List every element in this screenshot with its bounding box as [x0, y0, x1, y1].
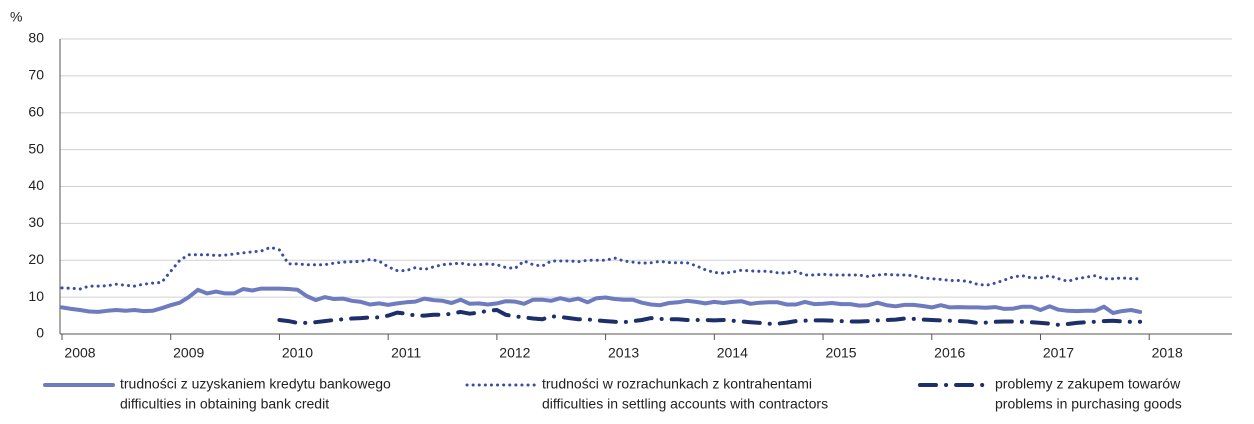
y-tick-label: 20 [28, 251, 44, 267]
x-tick-label: 2017 [1043, 345, 1074, 361]
y-tick-label: 60 [28, 103, 44, 119]
y-tick-label: 30 [28, 214, 44, 230]
x-tick-label: 2008 [64, 345, 95, 361]
series-line [60, 286, 1143, 315]
y-tick-label: 80 [28, 30, 44, 46]
x-tick-label: 2014 [717, 345, 748, 361]
x-tick-label: 2015 [825, 345, 856, 361]
legend-label: problemy z zakupem towarów [995, 376, 1181, 392]
x-tick-label: 2010 [282, 345, 313, 361]
legend-label-en: difficulties in settling accounts with c… [542, 396, 828, 412]
x-tick-label: 2016 [934, 345, 965, 361]
y-tick-label: 40 [28, 177, 44, 193]
series-line [277, 308, 1143, 327]
legend-label: trudności w rozrachunkach z kontrahentam… [542, 376, 812, 392]
x-tick-label: 2018 [1152, 345, 1183, 361]
legend-label: trudności z uzyskaniem kredytu bankowego [120, 376, 391, 392]
x-tick-label: 2009 [173, 345, 204, 361]
x-tick-label: 2012 [499, 345, 530, 361]
y-tick-label: 50 [28, 140, 44, 156]
y-tick-label: 0 [36, 325, 44, 341]
y-axis-label: % [10, 9, 22, 25]
series-line [60, 245, 1142, 291]
legend-label-en: difficulties in obtaining bank credit [120, 396, 329, 412]
x-tick-label: 2013 [608, 345, 639, 361]
y-tick-label: 10 [28, 288, 44, 304]
x-tick-label: 2011 [391, 345, 421, 361]
legend-label-en: problems in purchasing goods [995, 396, 1182, 412]
y-tick-label: 70 [28, 67, 44, 83]
